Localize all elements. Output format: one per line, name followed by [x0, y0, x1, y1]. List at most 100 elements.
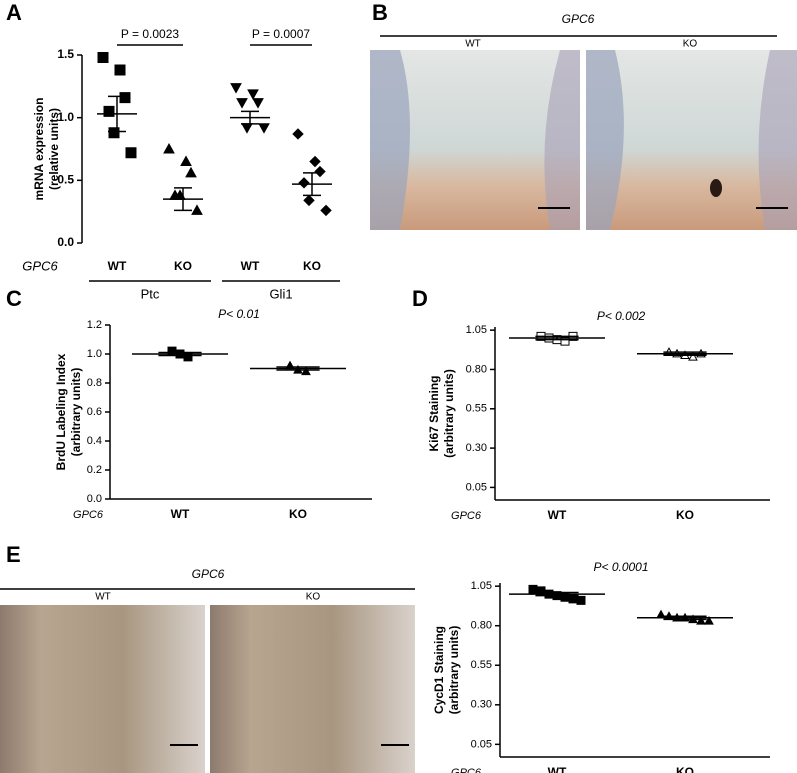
x-tick-label: KO — [676, 508, 694, 522]
y-axis-label-line: Ki67 Staining — [427, 375, 441, 451]
y-tick-label: 1.5 — [57, 47, 74, 61]
y-tick-label: 0.4 — [87, 435, 102, 447]
factor-label: GPC6 — [22, 258, 58, 273]
p-value: P< 0.01 — [218, 307, 260, 321]
data-point — [230, 83, 242, 94]
data-point — [236, 98, 248, 109]
factor-label: GPC6 — [451, 510, 482, 522]
panel-label: C — [6, 286, 22, 311]
x-tick-label: WT — [548, 508, 567, 522]
data-point — [292, 128, 304, 140]
y-tick-label: 0.6 — [87, 406, 102, 418]
y-axis-label-line: mRNA expression — [32, 98, 46, 201]
micrograph-label: WT — [465, 39, 481, 50]
y-tick-label: 1.0 — [87, 348, 102, 360]
y-tick-label: 0.05 — [471, 738, 492, 750]
data-point — [576, 595, 586, 605]
stain-spot — [710, 179, 722, 197]
error-bar — [303, 172, 321, 197]
micrograph-title: GPC6 — [562, 12, 595, 26]
y-axis-label: BrdU Labeling Index(arbitrary units) — [54, 353, 83, 470]
data-point — [258, 123, 270, 134]
y-axis-label-line: CycD1 Staining — [432, 626, 446, 714]
y-tick-label: 1.2 — [87, 319, 102, 331]
y-axis-label-line: (relative units) — [47, 108, 61, 190]
data-point — [298, 177, 310, 189]
panel-label: A — [6, 0, 22, 25]
y-tick-label: 0.55 — [471, 659, 492, 671]
x-tick-label: WT — [548, 765, 567, 773]
data-point — [119, 92, 131, 104]
data-point — [241, 123, 253, 134]
x-tick-label: WT — [108, 259, 127, 273]
y-tick-label: 0.0 — [87, 493, 102, 505]
group-label: Ptc — [141, 286, 160, 301]
x-tick-label: KO — [289, 507, 307, 521]
data-point — [191, 204, 203, 215]
factor-label: GPC6 — [451, 767, 482, 773]
x-tick-label: WT — [171, 507, 190, 521]
data-point — [185, 166, 197, 178]
error-bar — [663, 615, 707, 621]
error-bar — [174, 187, 192, 212]
micrograph-label: KO — [306, 592, 321, 603]
p-value: P = 0.0023 — [121, 27, 179, 41]
data-point — [125, 147, 137, 159]
y-tick-label: 0.05 — [466, 481, 487, 493]
y-tick-label: 0.30 — [466, 442, 487, 454]
y-axis-label-line: (arbitrary units) — [442, 369, 456, 458]
data-point — [696, 615, 706, 625]
x-tick-label: WT — [241, 259, 260, 273]
tissue-edge — [758, 50, 797, 230]
data-point — [303, 194, 315, 207]
micrograph-title: GPC6 — [192, 567, 225, 581]
x-tick-label: KO — [676, 765, 694, 773]
tissue-edge — [586, 50, 624, 230]
error-bar — [535, 591, 579, 597]
data-point — [704, 615, 714, 625]
y-tick-label: 1.05 — [471, 580, 492, 592]
micrograph-image — [0, 605, 205, 773]
error-bar — [108, 95, 126, 133]
micrograph-image — [210, 605, 415, 773]
data-point — [114, 64, 126, 76]
y-tick-label: 1.0 — [57, 110, 74, 124]
panel-label: E — [6, 542, 21, 567]
y-tick-label: 0.2 — [87, 464, 102, 476]
y-tick-label: 0.80 — [471, 620, 492, 632]
y-tick-label: 0.80 — [466, 363, 487, 375]
data-point — [163, 142, 175, 154]
x-tick-label: KO — [303, 259, 321, 273]
error-bar — [276, 366, 320, 371]
error-bar — [241, 110, 259, 125]
data-point — [180, 155, 192, 167]
tissue-edge — [544, 50, 580, 230]
y-tick-label: 0.5 — [57, 173, 74, 187]
x-tick-label: KO — [174, 259, 192, 273]
data-point — [314, 165, 326, 178]
group-label: Gli1 — [269, 286, 292, 301]
data-point — [688, 351, 698, 361]
data-point — [97, 52, 109, 64]
panel-label: D — [412, 286, 428, 311]
data-point — [320, 204, 332, 217]
y-tick-label: 0.0 — [57, 235, 74, 249]
data-point — [103, 105, 115, 117]
y-tick-label: 0.8 — [87, 377, 102, 389]
data-point — [252, 98, 264, 109]
micrograph-label: WT — [95, 592, 111, 603]
y-tick-label: 0.55 — [466, 403, 487, 415]
data-point — [247, 89, 259, 100]
data-point — [301, 366, 311, 376]
y-tick-label: 1.05 — [466, 324, 487, 336]
tissue-edge — [370, 50, 410, 230]
y-axis-label-line: BrdU Labeling Index — [54, 353, 68, 470]
p-value: P = 0.0007 — [252, 27, 310, 41]
factor-label: GPC6 — [73, 509, 104, 521]
y-tick-label: 0.30 — [471, 699, 492, 711]
panel-label: B — [372, 0, 388, 25]
p-value: P< 0.002 — [597, 309, 646, 323]
p-value: P< 0.0001 — [593, 560, 648, 574]
y-axis-label: CycD1 Staining(arbitrary units) — [432, 626, 461, 715]
